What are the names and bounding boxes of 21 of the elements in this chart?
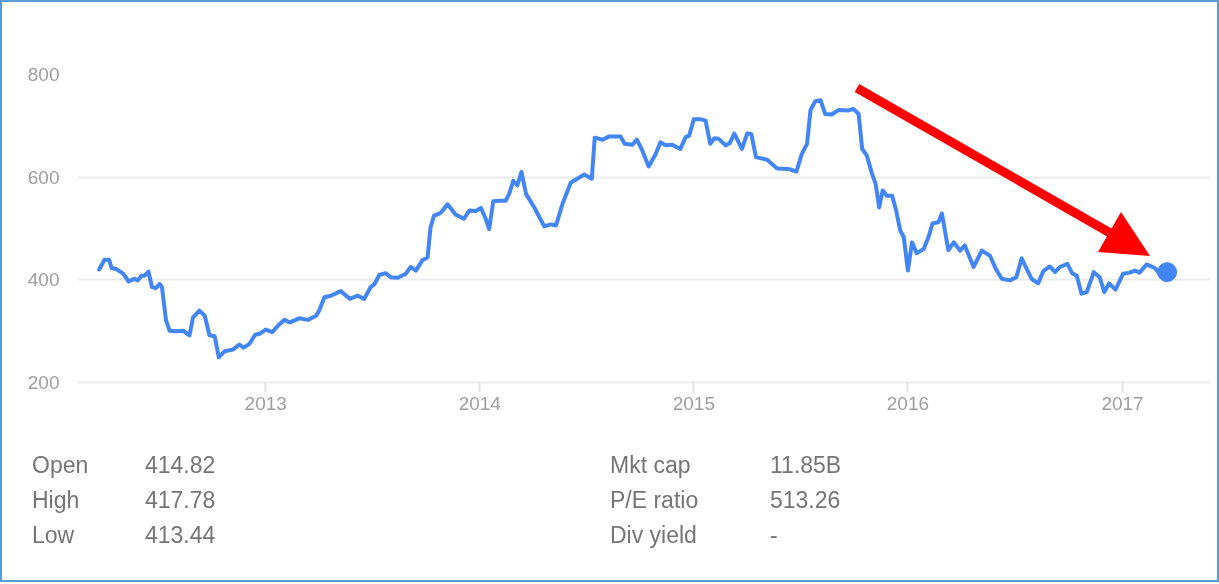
x-tick-label: 2017 xyxy=(1101,392,1144,414)
text: Low xyxy=(32,521,75,549)
text: 417.78 xyxy=(145,486,216,514)
x-tick-label: 2014 xyxy=(458,392,502,414)
text: Mkt cap xyxy=(610,451,691,479)
x-tick-label: 2013 xyxy=(244,392,287,414)
text: Open xyxy=(32,451,89,479)
text: 413.44 xyxy=(145,521,216,549)
text: - xyxy=(770,521,778,549)
x-tick-label: 2016 xyxy=(886,392,930,414)
y-tick-label: 200 xyxy=(27,372,60,393)
text: Div yield xyxy=(610,521,697,549)
y-tick-label: 800 xyxy=(27,64,60,85)
text: 414.82 xyxy=(145,451,216,479)
y-tick-label: 400 xyxy=(27,269,60,291)
y-tick-label: 600 xyxy=(27,166,60,188)
text: High xyxy=(32,486,80,514)
text: 513.26 xyxy=(770,486,841,514)
text: P/E ratio xyxy=(610,486,699,514)
text: 11.85B xyxy=(770,451,842,479)
x-tick-label: 2015 xyxy=(672,392,715,414)
